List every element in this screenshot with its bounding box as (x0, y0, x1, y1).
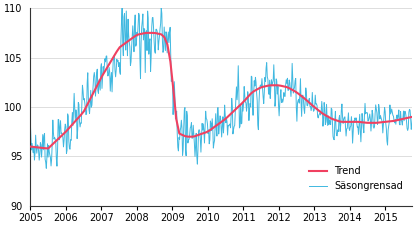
Säsongrensad (220, 124, 225, 127)
Säsongrensad (120, 5, 125, 8)
Trend (335, 119, 340, 122)
Line: Trend: Trend (30, 33, 415, 148)
Säsongrensad (296, 98, 301, 101)
Trend (144, 32, 149, 34)
Säsongrensad (331, 135, 336, 138)
Trend (287, 87, 292, 90)
Trend (46, 147, 51, 150)
Trend (317, 110, 322, 112)
Trend (412, 116, 416, 118)
Line: Säsongrensad: Säsongrensad (30, 7, 415, 168)
Trend (198, 133, 203, 136)
Säsongrensad (131, 50, 136, 53)
Trend (28, 145, 33, 148)
Legend: Trend, Säsongrensad: Trend, Säsongrensad (305, 163, 407, 195)
Trend (135, 33, 140, 36)
Säsongrensad (412, 113, 416, 115)
Säsongrensad (302, 108, 307, 110)
Trend (233, 108, 238, 110)
Säsongrensad (275, 85, 280, 88)
Säsongrensad (44, 167, 49, 170)
Säsongrensad (28, 120, 33, 123)
